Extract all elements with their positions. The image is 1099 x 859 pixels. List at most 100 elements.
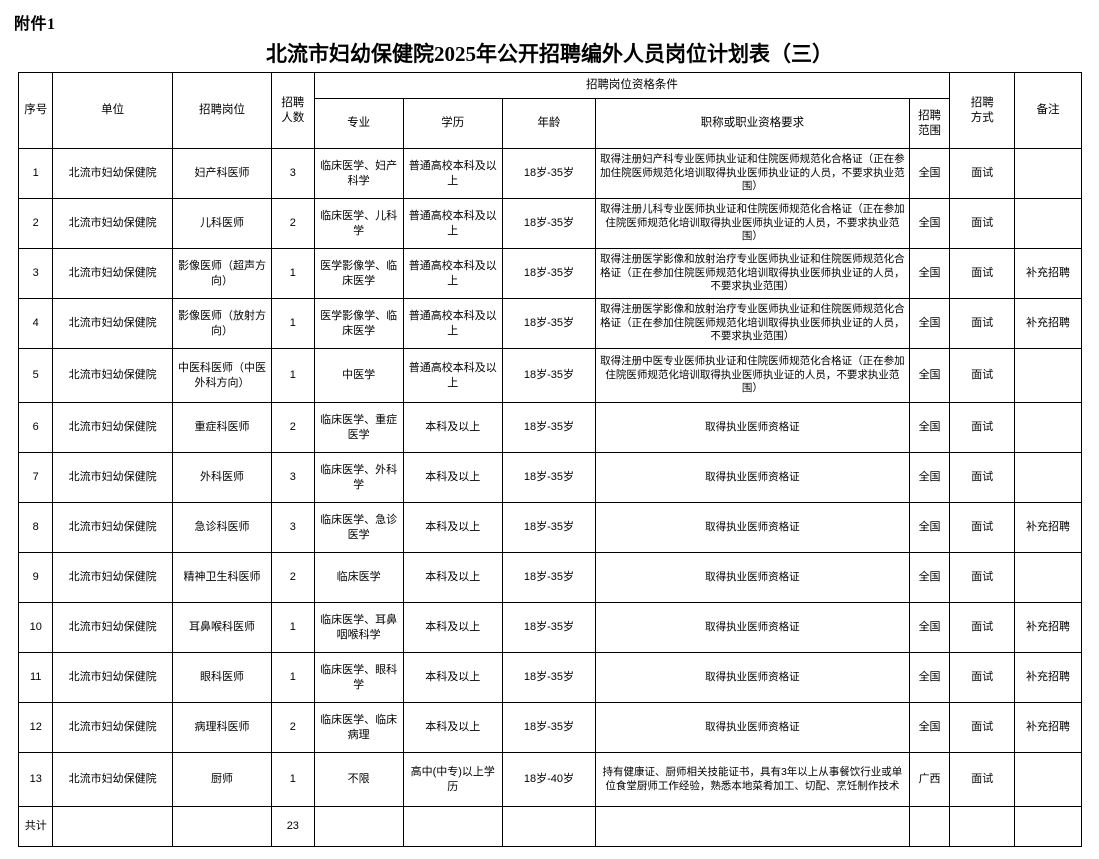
row-cell-major: 医学影像学、临床医学 — [313, 298, 404, 349]
row-cell-post: 妇产科医师 — [171, 148, 273, 199]
row-cell-method: 面试 — [949, 148, 1016, 199]
row-cell-cert: 取得执业医师资格证 — [594, 552, 910, 603]
column-header-scope-line2: 范围 — [918, 124, 942, 137]
row-cell-age: 18岁-35岁 — [501, 702, 596, 753]
row-cell-education: 普通高校本科及以上 — [402, 348, 503, 403]
row-cell-unit: 北流市妇幼保健院 — [52, 702, 173, 753]
row-cell-education: 高中(中专)以上学历 — [402, 752, 503, 807]
row-cell-post: 病理科医师 — [171, 702, 273, 753]
row-cell-unit: 北流市妇幼保健院 — [52, 148, 173, 199]
header-row-top: 序号 单位 招聘岗位 招聘 人数 招聘岗位资格条件 招聘 方式 备注 — [17, 72, 1082, 149]
row-cell-post: 影像医师（放射方向） — [171, 298, 273, 349]
row-cell-count: 3 — [271, 148, 315, 199]
row-cell-no: 6 — [17, 402, 54, 453]
row-cell-unit: 北流市妇幼保健院 — [52, 248, 173, 299]
table-head: 序号 单位 招聘岗位 招聘 人数 招聘岗位资格条件 招聘 方式 备注 专业 — [17, 72, 1082, 149]
attachment-label: 附件1 — [14, 16, 56, 33]
row-cell-post: 儿科医师 — [171, 198, 273, 249]
row-cell-scope: 全国 — [908, 452, 951, 503]
header-row-sub: 专业 学历 年龄 职称或职业资格要求 招聘 范围 — [19, 98, 1082, 149]
table-row: 9 北流市妇幼保健院 精神卫生科医师 2 临床医学 本科及以上 18岁-35岁 取得执业医师资… — [17, 552, 1082, 603]
table-row: 10 北流市妇幼保健院 耳鼻喉科医师 1 临床医学、耳鼻咽喉科学 本科及以上 18岁-35岁… — [17, 602, 1082, 653]
row-cell-scope: 广西 — [908, 752, 951, 807]
row-cell-unit: 北流市妇幼保健院 — [52, 452, 173, 503]
row-cell-scope: 全国 — [908, 702, 951, 753]
row-cell-post: 影像医师（超声方向） — [171, 248, 273, 299]
row-cell-unit: 北流市妇幼保健院 — [52, 348, 173, 403]
table-row: 2 北流市妇幼保健院 儿科医师 2 临床医学、儿科学 普通高校本科及以上 18岁-35岁 取得… — [17, 198, 1082, 249]
column-header-method-line1: 招聘 — [970, 96, 994, 109]
row-cell-major: 医学影像学、临床医学 — [313, 248, 404, 299]
row-cell-remark — [1014, 752, 1082, 807]
row-cell-scope: 全国 — [908, 198, 951, 249]
row-cell-remark: 补充招聘 — [1014, 502, 1082, 553]
row-cell-cert: 取得注册医学影像和放射治疗专业医师执业证和住院医师规范化合格证（正在参加住院医师… — [594, 248, 910, 299]
row-cell-method: 面试 — [949, 702, 1016, 753]
row-cell-scope: 全国 — [908, 602, 951, 653]
table-row: 3 北流市妇幼保健院 影像医师（超声方向） 1 医学影像学、临床医学 普通高校本科及以上 1… — [17, 248, 1082, 299]
table-body: 1 北流市妇幼保健院 妇产科医师 3 临床医学、妇产科学 普通高校本科及以上 18岁-35岁… — [17, 148, 1082, 847]
row-cell-remark: 补充招聘 — [1014, 248, 1082, 299]
column-header-cert: 职称或职业资格要求 — [594, 98, 910, 149]
total-cell-count: 23 — [271, 806, 315, 847]
row-cell-scope: 全国 — [908, 348, 951, 403]
column-header-method-line2: 方式 — [970, 111, 994, 124]
row-cell-count: 3 — [271, 502, 315, 553]
row-cell-count: 2 — [271, 402, 315, 453]
row-cell-cert: 取得执业医师资格证 — [594, 452, 910, 503]
row-cell-scope: 全国 — [908, 552, 951, 603]
table-row: 6 北流市妇幼保健院 重症科医师 2 临床医学、重症医学 本科及以上 18岁-35岁 取得执业… — [17, 402, 1082, 453]
row-cell-age: 18岁-35岁 — [501, 452, 596, 503]
row-cell-no: 7 — [17, 452, 54, 503]
row-cell-education: 本科及以上 — [402, 552, 503, 603]
column-header-unit: 单位 — [52, 72, 173, 149]
row-cell-no: 4 — [17, 298, 54, 349]
row-cell-remark: 补充招聘 — [1014, 602, 1082, 653]
table-row: 13 北流市妇幼保健院 厨师 1 不限 高中(中专)以上学历 18岁-40岁 持有健康证、厨师… — [17, 752, 1082, 807]
row-cell-scope: 全国 — [908, 402, 951, 453]
column-header-count-line2: 人数 — [281, 111, 305, 124]
column-header-remark: 备注 — [1014, 72, 1082, 149]
row-cell-no: 5 — [17, 348, 54, 403]
row-cell-unit: 北流市妇幼保健院 — [52, 602, 173, 653]
row-cell-age: 18岁-35岁 — [501, 502, 596, 553]
total-cell-age — [501, 806, 596, 847]
table-row: 7 北流市妇幼保健院 外科医师 3 临床医学、外科学 本科及以上 18岁-35岁 取得执业医师… — [17, 452, 1082, 503]
column-header-count-line1: 招聘 — [281, 96, 305, 109]
row-cell-count: 1 — [271, 298, 315, 349]
row-cell-cert: 取得执业医师资格证 — [594, 602, 910, 653]
row-cell-major: 临床医学、眼科学 — [313, 652, 404, 703]
row-cell-remark: 补充招聘 — [1014, 298, 1082, 349]
row-cell-cert: 取得执业医师资格证 — [594, 502, 910, 553]
row-cell-age: 18岁-35岁 — [501, 348, 596, 403]
row-cell-education: 本科及以上 — [402, 702, 503, 753]
total-cell-education — [402, 806, 503, 847]
row-cell-cert: 持有健康证、厨师相关技能证书，具有3年以上从事餐饮行业或单位食堂厨师工作经验，熟… — [594, 752, 910, 807]
row-cell-education: 本科及以上 — [402, 602, 503, 653]
recruitment-plan-table-wrapper: 序号 单位 招聘岗位 招聘 人数 招聘岗位资格条件 招聘 方式 备注 专业 — [17, 72, 1082, 847]
row-cell-method: 面试 — [949, 402, 1016, 453]
table-total-row: 共计 23 — [17, 806, 1082, 847]
row-cell-post: 中医科医师（中医外科方向） — [171, 348, 273, 403]
row-cell-post: 外科医师 — [171, 452, 273, 503]
column-header-method: 招聘 方式 — [949, 72, 1016, 149]
table-row: 12 北流市妇幼保健院 病理科医师 2 临床医学、临床病理 本科及以上 18岁-35岁 取得执… — [17, 702, 1082, 753]
row-cell-count: 1 — [271, 752, 315, 807]
row-cell-method: 面试 — [949, 248, 1016, 299]
total-cell-post — [171, 806, 273, 847]
row-cell-no: 3 — [17, 248, 54, 299]
row-cell-no: 8 — [17, 502, 54, 553]
row-cell-unit: 北流市妇幼保健院 — [52, 402, 173, 453]
row-cell-remark — [1014, 452, 1082, 503]
row-cell-scope: 全国 — [908, 298, 951, 349]
row-cell-count: 1 — [271, 602, 315, 653]
row-cell-remark — [1014, 348, 1082, 403]
row-cell-count: 3 — [271, 452, 315, 503]
row-cell-method: 面试 — [949, 752, 1016, 807]
row-cell-count: 1 — [271, 652, 315, 703]
column-header-age: 年龄 — [501, 98, 596, 149]
column-header-education: 学历 — [402, 98, 503, 149]
row-cell-cert: 取得注册医学影像和放射治疗专业医师执业证和住院医师规范化合格证（正在参加住院医师… — [594, 298, 910, 349]
row-cell-method: 面试 — [949, 452, 1016, 503]
row-cell-count: 2 — [271, 198, 315, 249]
